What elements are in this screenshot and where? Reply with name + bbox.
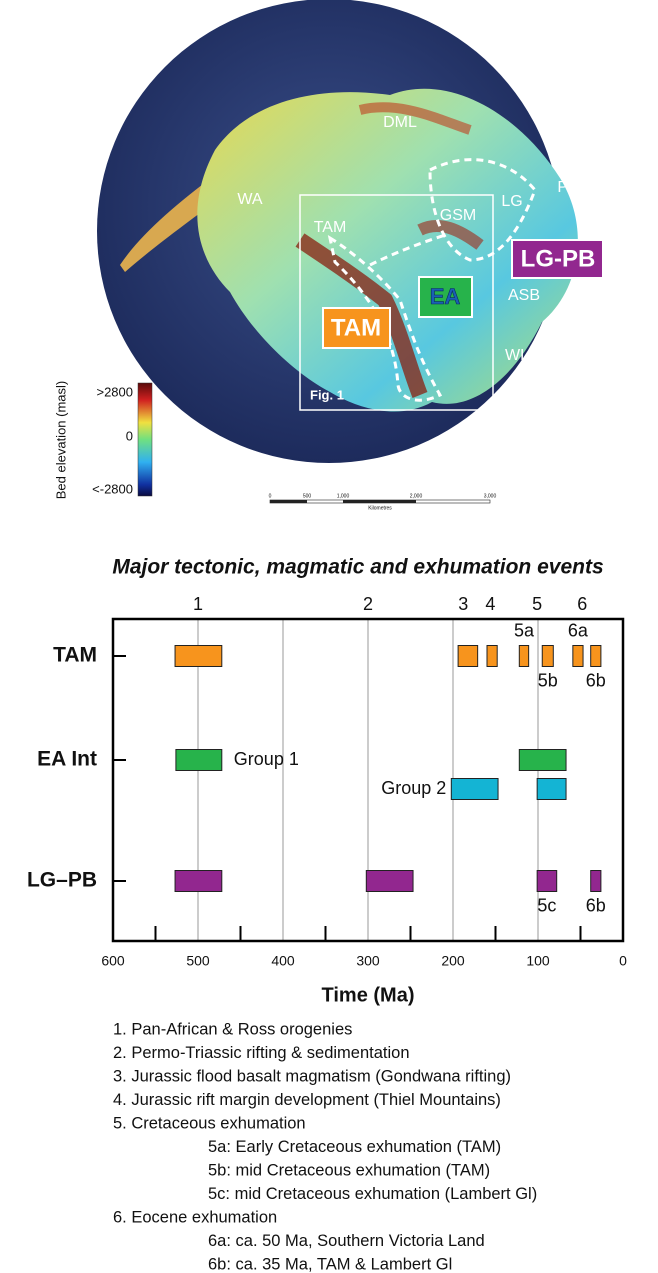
event-bar bbox=[519, 750, 566, 771]
event-bar bbox=[175, 646, 222, 667]
scale-label: 1,000 bbox=[337, 493, 350, 499]
map-label: WA bbox=[237, 191, 263, 208]
colorbar: >2800 0 <-2800 Bed elevation (masl) bbox=[53, 381, 152, 500]
bar-label: Group 2 bbox=[381, 778, 446, 798]
colorbar-label: 0 bbox=[126, 428, 133, 443]
x-tick-label: 100 bbox=[526, 953, 550, 969]
map-label: LG bbox=[501, 193, 522, 210]
event-bar bbox=[542, 646, 553, 667]
x-tick-label: 400 bbox=[271, 953, 295, 969]
event-label: 2 bbox=[363, 594, 373, 614]
scale-label: 500 bbox=[303, 493, 312, 499]
event-bar bbox=[458, 646, 478, 667]
colorbar-scale bbox=[138, 383, 152, 496]
event-label: 1 bbox=[193, 594, 203, 614]
event-bar bbox=[519, 646, 528, 667]
row-label: TAM bbox=[53, 644, 97, 667]
bar-label: 5b bbox=[538, 670, 558, 690]
bar-label: 5a bbox=[514, 620, 535, 640]
event-label: 3 bbox=[458, 594, 468, 614]
map-label: TAM bbox=[314, 219, 347, 236]
event-label: 6 bbox=[577, 594, 587, 614]
map-label: LG-PB bbox=[521, 245, 596, 272]
bar-label: 6a bbox=[568, 620, 589, 640]
note-item: 6a: ca. 50 Ma, Southern Victoria Land bbox=[208, 1232, 485, 1250]
event-bar bbox=[451, 779, 498, 800]
scalebar-bar bbox=[343, 500, 416, 503]
map-label: GSM bbox=[440, 207, 476, 224]
note-item: 5a: Early Cretaceous exhumation (TAM) bbox=[208, 1138, 501, 1156]
map-label: WL bbox=[505, 347, 529, 364]
map: DML PB WA LG GSM TAM LG-PB EA ASB TAM WL… bbox=[97, 0, 603, 463]
scalebar-bar bbox=[270, 500, 307, 503]
event-bar bbox=[537, 871, 557, 892]
x-tick-label: 200 bbox=[441, 953, 465, 969]
x-tick-label: 500 bbox=[186, 953, 210, 969]
bar-label: 5c bbox=[537, 895, 556, 915]
event-bar bbox=[487, 646, 497, 667]
event-bar bbox=[573, 646, 583, 667]
bar-label: 6b bbox=[586, 670, 606, 690]
row-label: EA Int bbox=[37, 748, 97, 771]
map-label: DML bbox=[383, 114, 417, 131]
event-label: 4 bbox=[485, 594, 495, 614]
event-bar bbox=[175, 871, 222, 892]
event-bar bbox=[591, 871, 601, 892]
note: 5. Cretaceous exhumation bbox=[113, 1114, 306, 1132]
map-label: Fig. 1 bbox=[310, 387, 344, 402]
x-tick-label: 600 bbox=[101, 953, 125, 969]
colorbar-label: >2800 bbox=[96, 384, 133, 399]
bar-label: 6b bbox=[586, 895, 606, 915]
event-bar bbox=[176, 750, 222, 771]
chart-title: Major tectonic, magmatic and exhumation … bbox=[112, 556, 603, 579]
scale-label: 3,000 bbox=[484, 493, 497, 499]
row-label: LG–PB bbox=[27, 869, 97, 892]
note: 3. Jurassic flood basalt magmatism (Gond… bbox=[113, 1067, 511, 1085]
note-item: 5b: mid Cretaceous exhumation (TAM) bbox=[208, 1161, 490, 1179]
figure: DML PB WA LG GSM TAM LG-PB EA ASB TAM WL… bbox=[0, 0, 658, 1273]
note-item: 6b: ca. 35 Ma, TAM & Lambert Gl bbox=[208, 1255, 452, 1273]
scale-label: 0 bbox=[269, 493, 272, 499]
x-tick-label: 0 bbox=[619, 953, 627, 969]
scalebar: 0 500 1,000 2,000 3,000 Kilometres bbox=[269, 493, 497, 511]
colorbar-label: <-2800 bbox=[92, 481, 133, 496]
bar-label: Group 1 bbox=[234, 749, 299, 769]
map-label: EA bbox=[430, 284, 461, 309]
scale-unit: Kilometres bbox=[368, 505, 392, 511]
note: 4. Jurassic rift margin development (Thi… bbox=[113, 1091, 501, 1109]
map-label: ASB bbox=[508, 287, 540, 304]
note: 6. Eocene exhumation bbox=[113, 1208, 277, 1226]
event-bar bbox=[591, 646, 601, 667]
map-label: PB bbox=[557, 179, 578, 196]
scale-label: 2,000 bbox=[410, 493, 423, 499]
map-label: TAM bbox=[331, 314, 381, 341]
x-tick-label: 300 bbox=[356, 953, 380, 969]
event-label: 5 bbox=[532, 594, 542, 614]
event-bar bbox=[366, 871, 413, 892]
colorbar-title: Bed elevation (masl) bbox=[53, 381, 68, 500]
note: 1. Pan-African & Ross orogenies bbox=[113, 1020, 352, 1038]
note: 2. Permo-Triassic rifting & sedimentatio… bbox=[113, 1044, 410, 1062]
event-bar bbox=[537, 779, 566, 800]
note-item: 5c: mid Cretaceous exhumation (Lambert G… bbox=[208, 1185, 537, 1203]
x-axis-title: Time (Ma) bbox=[322, 984, 415, 1006]
